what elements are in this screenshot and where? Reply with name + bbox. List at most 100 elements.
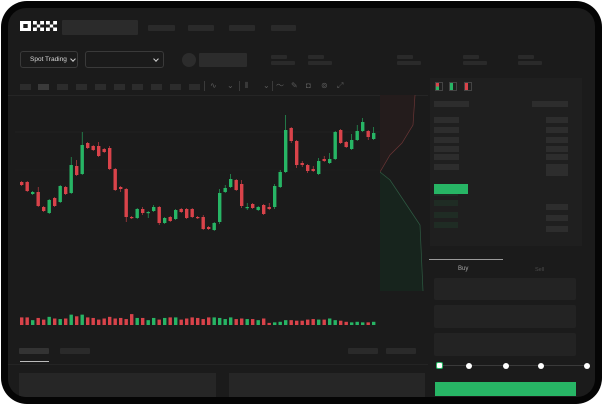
volume-bar [130,314,134,325]
bid-price[interactable] [434,212,458,218]
candle-body [372,133,376,139]
slider-stop-75[interactable] [538,363,544,369]
chevron-down-icon[interactable]: ⌄ [227,81,234,90]
nav-item[interactable] [148,25,175,31]
mid-price-bar[interactable] [434,184,468,194]
pair-price [199,53,247,67]
ask-price[interactable] [434,154,459,160]
line-tool-icon[interactable]: 〜 [276,81,284,90]
interval-button[interactable] [189,84,200,90]
bid-amount [546,215,568,221]
interval-button[interactable] [20,84,31,90]
volume-bar [157,319,161,325]
camera-icon[interactable]: ◘ [306,81,311,90]
ask-price[interactable] [434,146,459,152]
slider-stop-50[interactable] [503,363,509,369]
volume-bar [31,320,35,325]
volume-bar [240,318,244,325]
buy-button[interactable] [435,382,576,396]
tab-buy[interactable]: Buy [458,266,469,272]
volume-bar [75,316,79,325]
ask-price[interactable] [434,164,459,170]
orders-panel [19,373,216,397]
interval-button[interactable] [170,84,181,90]
filter-button[interactable] [386,348,416,354]
nav-item[interactable] [229,25,255,31]
ask-amount [546,170,568,176]
candle-body [113,169,117,190]
price-input[interactable] [434,278,576,300]
candle-body [196,217,200,219]
total-input[interactable] [434,333,576,356]
chevron-down-icon[interactable]: ⌄ [263,81,270,90]
okx-logo[interactable] [20,21,57,31]
candle-body [20,182,24,185]
pencil-icon[interactable]: ✎ [291,81,298,90]
tab-sell[interactable]: Sell [535,267,545,273]
bid-price[interactable] [434,222,458,228]
interval-button[interactable] [57,84,68,90]
candle-body [86,143,90,148]
filter-button[interactable] [348,348,378,354]
amount-slider-track[interactable] [439,365,589,366]
candle-body [108,148,112,169]
candle-body [97,146,101,156]
search-bar[interactable] [62,20,138,35]
indicator-icon[interactable]: ∿ [210,81,217,90]
settings-icon[interactable]: ⊚ [321,81,328,90]
candle-body [135,209,139,218]
candle-body [185,209,189,218]
ask-price[interactable] [434,127,459,133]
volume-bar [25,317,29,325]
volume-bar [229,317,233,325]
ask-price[interactable] [434,117,459,123]
tabs-divider [8,364,428,365]
market-type-dropdown[interactable]: Spot Trading [20,51,78,68]
volume-bar [311,319,315,325]
nav-item[interactable] [271,25,296,31]
bid-price[interactable] [434,200,458,206]
assets-panel [229,373,425,397]
interval-button-active[interactable] [38,84,49,90]
candle-body [311,169,315,171]
asks-only-icon[interactable] [464,82,472,91]
interval-button[interactable] [132,84,143,90]
candle-body [273,186,277,207]
volume-bar [372,321,376,325]
depth-asks-area [380,95,415,172]
volume-bar [223,319,227,325]
interval-button[interactable] [95,84,106,90]
candle-body [130,217,134,219]
candlestick-chart[interactable] [8,8,390,340]
slider-handle[interactable] [436,362,443,369]
chart-type-icon[interactable]: ⫴ [245,81,249,90]
depth-bids-area [380,172,423,291]
volume-bar [47,316,51,325]
candle-body [25,182,29,191]
bids-only-icon[interactable] [449,82,457,91]
candle-body [168,217,172,221]
candle-body [355,131,359,140]
ask-price[interactable] [434,137,459,143]
slider-stop-25[interactable] [466,363,472,369]
volume-bar [152,317,156,325]
stat-label [463,55,479,59]
pair-dropdown[interactable] [85,51,164,68]
tab-order-history[interactable] [60,348,90,354]
volume-bar [174,317,178,325]
candle-body [174,210,178,219]
candle-body [201,217,205,229]
amount-input[interactable] [434,305,576,328]
tab-open-orders[interactable] [19,348,49,354]
candle-body [53,198,57,206]
slider-stop-100[interactable] [584,363,590,369]
interval-button[interactable] [151,84,162,90]
nav-item[interactable] [188,25,214,31]
interval-button[interactable] [76,84,87,90]
both-sides-icon[interactable] [435,82,443,91]
volume-bar [251,319,255,325]
fullscreen-icon[interactable]: ⤢ [337,81,344,90]
ask-amount [546,154,568,160]
interval-button[interactable] [114,84,125,90]
volume-bar [262,318,266,325]
